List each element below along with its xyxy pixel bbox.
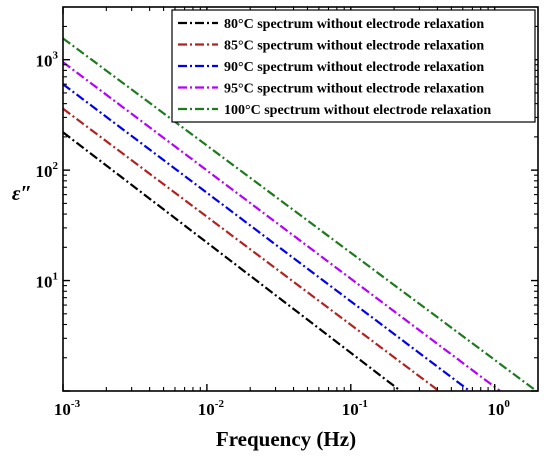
x-tick-label-base: 10 (54, 400, 71, 419)
legend-box (171, 9, 536, 123)
y-tick-label-exponent: 2 (53, 160, 59, 172)
legend: 80°C spectrum without electrode relaxati… (171, 9, 536, 123)
plot-frame (62, 6, 539, 392)
x-axis-label: Frequency (Hz) (216, 427, 356, 451)
y-tick-label-exponent: 1 (53, 271, 59, 283)
y-tick-label: 103 (36, 50, 59, 71)
y-axis-label: ε″ (12, 181, 32, 205)
legend-label-5: 100°C spectrum without electrode relaxat… (224, 103, 491, 118)
x-tick-label: 10-1 (342, 398, 368, 419)
y-tick-label-base: 10 (36, 162, 53, 181)
series-line-5 (63, 37, 538, 391)
y-tick-label-base: 10 (36, 52, 53, 71)
x-tick-label-exponent: 0 (504, 398, 510, 410)
x-tick-label-base: 10 (487, 400, 504, 419)
x-tick-label-exponent: -2 (215, 398, 225, 410)
legend-label-2: 85°C spectrum without electrode relaxati… (224, 39, 484, 54)
axis-ticks (62, 6, 539, 392)
x-tick-label: 10-3 (54, 398, 81, 419)
x-tick-label: 10-2 (198, 398, 225, 419)
x-tick-label: 100 (487, 398, 510, 419)
y-tick-label: 101 (36, 271, 59, 292)
x-tick-label-base: 10 (342, 400, 359, 419)
legend-label-1: 80°C spectrum without electrode relaxati… (224, 17, 484, 32)
x-tick-label-exponent: -1 (359, 398, 368, 410)
series-line-4 (63, 61, 501, 391)
y-tick-label-base: 10 (36, 273, 53, 292)
y-tick-label-exponent: 3 (53, 50, 59, 62)
y-tick-label: 102 (36, 160, 59, 181)
x-tick-label-exponent: -3 (71, 398, 81, 410)
legend-label-3: 90°C spectrum without electrode relaxati… (224, 60, 484, 75)
series-layer (63, 37, 538, 391)
series-line-2 (63, 107, 440, 391)
series-line-3 (63, 83, 471, 391)
legend-label-4: 95°C spectrum without electrode relaxati… (224, 82, 484, 97)
series-line-1 (63, 131, 402, 391)
x-tick-label-base: 10 (198, 400, 215, 419)
